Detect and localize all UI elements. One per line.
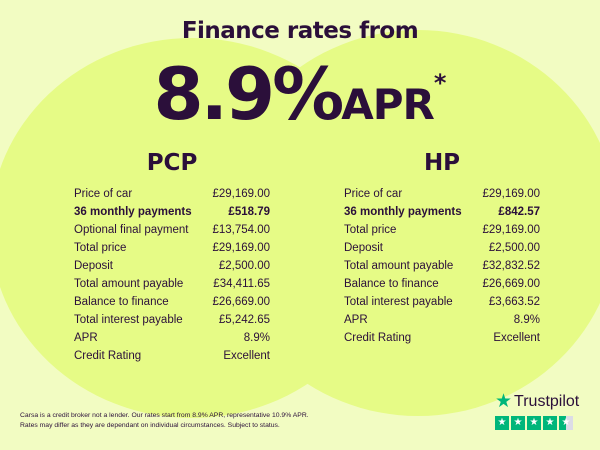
- disclaimer-line-2: Rates may differ as they are dependant o…: [20, 422, 280, 429]
- half-star-icon: ★: [559, 416, 573, 430]
- row-value: £2,500.00: [218, 260, 270, 272]
- headline: Finance rates from: [181, 18, 419, 44]
- row-label: Total interest payable: [74, 314, 183, 326]
- table-row: 36 monthly payments £842.57: [344, 203, 540, 221]
- table-row: Total interest payable £5,242.65: [74, 311, 270, 329]
- row-value: £3,663.52: [488, 296, 540, 308]
- row-label: Total interest payable: [344, 296, 453, 308]
- table-row: APR 8.9%: [344, 311, 540, 329]
- row-label: 36 monthly payments: [74, 206, 192, 218]
- star-icon: ★: [495, 416, 509, 430]
- table-row: Optional final payment £13,754.00: [74, 221, 270, 239]
- trustpilot-star-icon: ★: [495, 391, 513, 412]
- row-label: Credit Rating: [74, 350, 142, 362]
- trustpilot-name: Trustpilot: [514, 392, 580, 410]
- row-label: Total price: [344, 224, 397, 236]
- row-value: £29,169.00: [212, 242, 270, 254]
- row-value: £842.57: [498, 206, 540, 218]
- table-row: Balance to finance £26,669.00: [344, 275, 540, 293]
- row-label: Price of car: [344, 188, 403, 200]
- table-row: Deposit £2,500.00: [74, 257, 270, 275]
- pcp-title: PCP: [146, 150, 198, 176]
- row-value: £518.79: [228, 206, 270, 218]
- hp-title: HP: [423, 150, 461, 176]
- table-row: 36 monthly payments £518.79: [74, 203, 270, 221]
- row-value: £34,411.65: [213, 278, 270, 290]
- row-label: Balance to finance: [74, 296, 169, 308]
- row-label: Total price: [74, 242, 127, 254]
- table-row: Credit Rating Excellent: [344, 329, 540, 347]
- table-row: Total price £29,169.00: [344, 221, 540, 239]
- row-label: Balance to finance: [344, 278, 439, 290]
- row-value: £29,169.00: [482, 188, 540, 200]
- row-label: Price of car: [74, 188, 133, 200]
- rate-display: 8.9%APR*: [0, 52, 600, 136]
- table-row: Price of car £29,169.00: [344, 185, 540, 203]
- row-label: Optional final payment: [74, 224, 189, 236]
- row-label: 36 monthly payments: [344, 206, 462, 218]
- star-icon: ★: [527, 416, 541, 430]
- pcp-table: PCP Price of car £29,169.00 36 monthly pay…: [74, 150, 270, 365]
- row-label: APR: [74, 332, 98, 344]
- hp-table: HP Price of car £29,169.00 36 monthly paym…: [344, 150, 540, 347]
- trustpilot-rating: ★ ★ ★ ★ ★: [495, 416, 579, 430]
- table-row: Price of car £29,169.00: [74, 185, 270, 203]
- row-value: Excellent: [493, 332, 540, 344]
- table-row: Credit Rating Excellent: [74, 347, 270, 365]
- trustpilot-badge[interactable]: ★ Trustpilot ★ ★ ★ ★ ★: [495, 390, 579, 430]
- table-row: Total price £29,169.00: [74, 239, 270, 257]
- table-row: Total amount payable £32,832.52: [344, 257, 540, 275]
- row-value: £29,169.00: [482, 224, 540, 236]
- table-row: Total interest payable £3,663.52: [344, 293, 540, 311]
- table-row: Deposit £2,500.00: [344, 239, 540, 257]
- row-label: APR: [344, 314, 368, 326]
- row-value: £13,754.00: [212, 224, 270, 236]
- star-icon: ★: [511, 416, 525, 430]
- row-value: 8.9%: [513, 314, 540, 326]
- row-value: £32,832.52: [482, 260, 540, 272]
- table-row: Total amount payable £34,411.65: [74, 275, 270, 293]
- row-label: Deposit: [74, 260, 113, 272]
- table-row: Balance to finance £26,669.00: [74, 293, 270, 311]
- row-label: Credit Rating: [344, 332, 412, 344]
- row-value: £29,169.00: [212, 188, 270, 200]
- table-row: APR 8.9%: [74, 329, 270, 347]
- row-value: 8.9%: [243, 332, 270, 344]
- row-value: £5,242.65: [218, 314, 270, 326]
- asterisk: *: [433, 69, 447, 97]
- apr-label: APR: [341, 80, 435, 129]
- row-value: £2,500.00: [488, 242, 540, 254]
- decorative-circle-right: [218, 30, 600, 416]
- row-label: Total amount payable: [344, 260, 454, 272]
- row-value: Excellent: [223, 350, 270, 362]
- row-value: £26,669.00: [482, 278, 540, 290]
- star-icon: ★: [543, 416, 557, 430]
- row-value: £26,669.00: [212, 296, 270, 308]
- disclaimer: Carsa is a credit broker not a lender. O…: [20, 411, 309, 431]
- rate-value: 8.9%: [153, 52, 345, 136]
- row-label: Deposit: [344, 242, 383, 254]
- row-label: Total amount payable: [74, 278, 184, 290]
- disclaimer-line-1: Carsa is a credit broker not a lender. O…: [20, 412, 309, 419]
